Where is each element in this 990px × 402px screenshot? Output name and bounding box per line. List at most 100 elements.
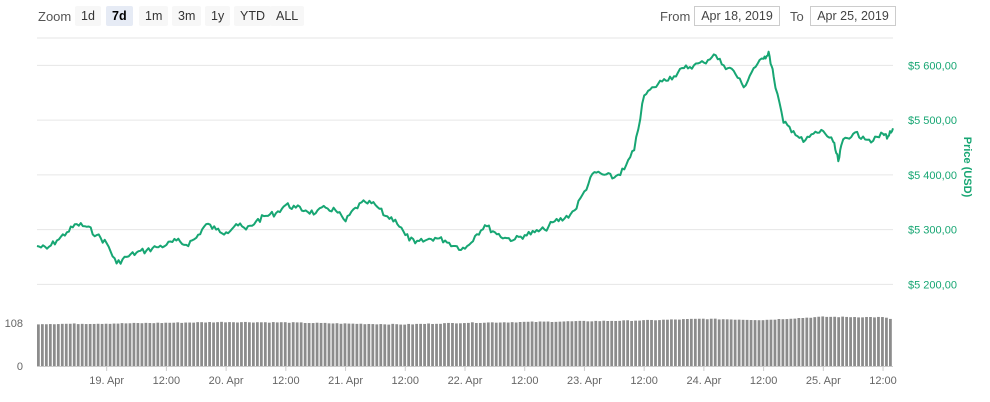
volume-bar: [773, 319, 777, 366]
volume-bar: [861, 317, 864, 366]
toolbar: Zoom 1d 7d 1m 3m 1y YTD ALL From Apr 18,…: [0, 0, 990, 32]
volume-bar: [252, 322, 255, 366]
volume-bar: [335, 323, 339, 366]
volume-bar: [136, 323, 140, 366]
volume-bar: [132, 322, 136, 366]
volume-bar: [817, 316, 821, 366]
volume-bar: [279, 322, 283, 366]
volume-bar: [761, 320, 765, 366]
volume-bar: [805, 317, 809, 366]
zoom-label: Zoom: [38, 9, 72, 24]
volume-bar: [164, 322, 168, 366]
volume-bar: [263, 322, 267, 366]
volume-bar: [526, 321, 530, 366]
volume-bar: [80, 323, 84, 366]
zoom-3m-button[interactable]: 3m: [172, 6, 202, 26]
volume-bar: [435, 323, 438, 366]
volume-bar: [721, 319, 725, 366]
volume-bar: [793, 318, 797, 366]
volume-bar: [586, 321, 590, 366]
volume-bar: [236, 322, 239, 366]
zoom-1y-button[interactable]: 1y: [205, 6, 231, 26]
volume-bar: [693, 318, 697, 366]
zoom-7d-button[interactable]: 7d: [106, 6, 133, 26]
price-tick-label: $5 300,00: [908, 225, 957, 237]
volume-tick-label: 108: [5, 318, 23, 330]
volume-bar: [713, 318, 717, 366]
zoom-1m-button[interactable]: 1m: [139, 6, 169, 26]
volume-bar: [311, 323, 315, 366]
volume-bar: [821, 316, 825, 366]
volume-bar: [570, 321, 574, 366]
volume-bar: [40, 324, 44, 366]
volume-bar: [554, 321, 558, 366]
volume-bar: [88, 323, 92, 366]
volume-bar: [849, 317, 852, 366]
volume-bar: [681, 319, 685, 366]
from-date-input[interactable]: Apr 18, 2019: [694, 6, 780, 26]
volume-bar: [319, 322, 323, 366]
time-tick-label: 12:00: [153, 375, 181, 387]
volume-bar: [809, 317, 813, 366]
volume-bar: [829, 316, 833, 366]
volume-bar: [116, 323, 120, 366]
time-axis[interactable]: 19. Apr 12:00 20. Apr 12:00 21. Apr 12:00 22. …: [37, 366, 897, 387]
volume-bar: [411, 324, 415, 366]
volume-bar: [200, 322, 204, 366]
zoom-1d-button[interactable]: 1d: [75, 6, 101, 26]
volume-bar: [749, 320, 753, 366]
volume-bar: [478, 322, 482, 366]
time-tick-label: 22. Apr: [448, 375, 483, 387]
volume-bar: [658, 320, 661, 366]
volume-bar: [395, 324, 399, 366]
zoom-all-button[interactable]: ALL: [270, 6, 305, 26]
volume-bar: [76, 324, 80, 366]
volume-bar: [725, 319, 729, 366]
volume-bar: [506, 322, 510, 366]
volume-bar: [100, 323, 104, 366]
volume-bar: [837, 317, 841, 366]
volume-bar: [431, 323, 434, 366]
volume-bar: [765, 319, 769, 366]
volume-bar: [594, 320, 598, 366]
volume-bar: [885, 317, 888, 366]
time-tick-label: 21. Apr: [328, 375, 363, 387]
volume-bar: [192, 322, 196, 366]
volume-bar: [244, 321, 247, 366]
volume-bar: [670, 319, 673, 366]
volume-bar: [626, 320, 630, 366]
volume-bar: [343, 323, 347, 366]
volume-bar: [64, 323, 68, 366]
volume-bar: [574, 321, 578, 366]
volume-bar: [697, 318, 701, 366]
to-label: To: [790, 9, 804, 24]
volume-bar: [156, 322, 160, 366]
volume-bar: [654, 320, 657, 366]
volume-bar: [602, 320, 606, 366]
volume-bar: [403, 324, 407, 366]
volume-bar: [140, 323, 144, 366]
volume-bar: [622, 320, 626, 366]
volume-bar: [283, 322, 287, 366]
price-axis: $5 200,00 $5 300,00 $5 400,00 $5 500,00 $5 6…: [908, 60, 957, 291]
to-date-input[interactable]: Apr 25, 2019: [810, 6, 896, 26]
volume-bar: [801, 318, 805, 366]
volume-bar: [514, 322, 518, 366]
zoom-ytd-button[interactable]: YTD: [234, 6, 271, 26]
volume-bar: [785, 319, 789, 366]
volume-bar: [423, 323, 426, 366]
volume-bar: [148, 323, 152, 366]
volume-bar: [705, 319, 709, 366]
volume-bar: [144, 322, 148, 366]
volume-bar: [709, 318, 713, 366]
volume-bar: [307, 323, 311, 366]
volume-bar: [678, 319, 681, 366]
volume-bar: [184, 322, 188, 366]
volume-bar: [220, 321, 223, 366]
volume-bar: [160, 323, 164, 366]
volume-bar: [777, 319, 781, 366]
volume-bar: [482, 322, 486, 366]
volume-bar: [598, 321, 602, 366]
volume-bar: [689, 318, 693, 366]
